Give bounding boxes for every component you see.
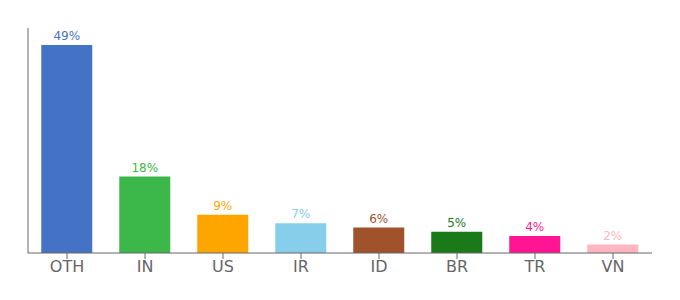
svg-text:BR: BR — [446, 257, 468, 276]
svg-text:5%: 5% — [447, 216, 466, 230]
svg-text:VN: VN — [602, 257, 625, 276]
svg-text:2%: 2% — [603, 229, 622, 243]
svg-text:6%: 6% — [369, 212, 388, 226]
svg-text:7%: 7% — [291, 207, 310, 221]
svg-text:TR: TR — [524, 257, 546, 276]
svg-text:4%: 4% — [525, 220, 544, 234]
svg-text:ID: ID — [370, 257, 387, 276]
svg-text:IN: IN — [137, 257, 154, 276]
svg-text:IR: IR — [293, 257, 309, 276]
svg-text:18%: 18% — [131, 161, 158, 175]
svg-text:49%: 49% — [53, 29, 80, 43]
svg-text:US: US — [212, 257, 234, 276]
svg-text:OTH: OTH — [50, 257, 84, 276]
svg-text:9%: 9% — [213, 199, 232, 213]
